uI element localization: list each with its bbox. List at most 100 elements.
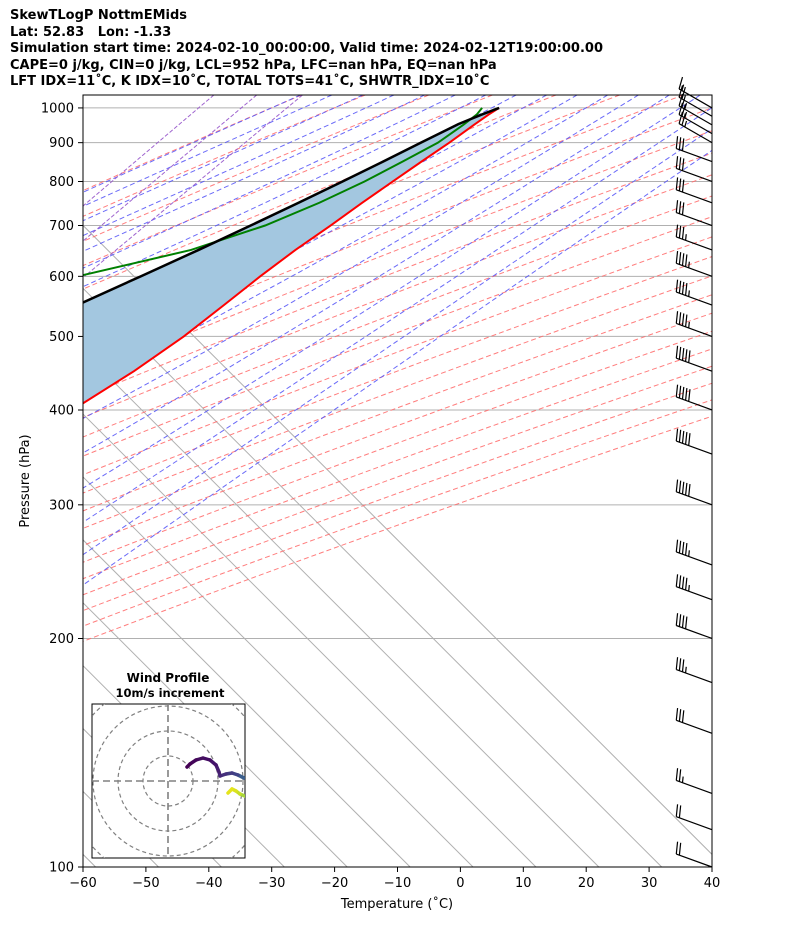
- wind-barb-flag: [681, 615, 685, 628]
- wind-barb-staff: [676, 719, 713, 734]
- wind-barb-staff: [676, 816, 713, 831]
- y-tick-label: 300: [49, 498, 74, 513]
- wind-barb-flag: [678, 76, 684, 90]
- wind-barb-half-flag: [681, 776, 684, 783]
- moist-adiabat: [83, 95, 701, 489]
- wind-barb-flag: [678, 614, 682, 627]
- isotherm-line: [83, 476, 474, 867]
- wind-barb-half-flag: [688, 261, 690, 268]
- wind-barb-flag: [681, 113, 686, 126]
- wind-barb-staff: [676, 779, 713, 795]
- y-tick-label: 100: [49, 861, 74, 876]
- moist-adiabat: [83, 95, 486, 288]
- wind-barb: [675, 613, 713, 640]
- wind-barb-flag: [678, 93, 684, 107]
- wind-barb: [675, 768, 713, 795]
- wind-barb: [675, 200, 713, 227]
- wind-barb-flag: [681, 430, 685, 444]
- wind-barb-flag: [678, 540, 682, 554]
- wind-barb-staff: [676, 322, 713, 337]
- x-tick-label: −30: [258, 876, 285, 891]
- y-tick-label: 500: [49, 330, 74, 345]
- chart-header: SkewTLogP NottmEMids Lat: 52.83 Lon: -1.…: [10, 8, 603, 91]
- dry-adiabat: [83, 152, 712, 398]
- wind-barb-half-flag: [681, 84, 685, 91]
- wind-barb-flag: [678, 658, 682, 671]
- wind-barb: [675, 177, 713, 204]
- wind-barb-half-flag: [684, 111, 688, 119]
- y-tick-label: 1000: [41, 101, 74, 116]
- wind-barb-flag: [675, 136, 679, 149]
- hodograph-trace: [185, 762, 192, 769]
- wind-barb: [675, 707, 713, 734]
- y-tick-label: 800: [49, 175, 74, 190]
- wind-barb: [678, 76, 713, 109]
- wind-barb-flag: [678, 201, 682, 214]
- wind-barb-flag: [681, 179, 685, 193]
- wind-barb: [675, 574, 713, 601]
- moist-adiabat: [83, 107, 712, 523]
- wind-barb-staff: [676, 291, 713, 306]
- dry-adiabat: [83, 216, 712, 457]
- wind-barb-flag: [684, 577, 688, 591]
- wind-barb-flag: [675, 384, 679, 398]
- wind-barb: [675, 384, 713, 411]
- wind-barb-flag: [684, 482, 688, 496]
- cape-cin-shading: [83, 107, 500, 404]
- wind-barb-staff: [676, 440, 713, 455]
- wind-barb-flag: [678, 252, 682, 265]
- wind-barb: [675, 479, 713, 506]
- wind-barb: [675, 428, 713, 455]
- wind-barb: [675, 345, 713, 372]
- wind-barb-flag: [681, 253, 685, 266]
- wind-barb-flag: [678, 157, 682, 170]
- wind-barb: [675, 841, 713, 868]
- wind-barb-staff: [676, 189, 713, 204]
- y-axis-label: Pressure (hPa): [18, 434, 33, 527]
- wind-barb-flag: [684, 388, 688, 401]
- wind-barb-flag: [681, 95, 686, 108]
- wind-barb-staff: [676, 586, 713, 601]
- wind-barb-flag: [681, 576, 685, 589]
- dry-adiabat: [83, 330, 712, 563]
- x-tick-label: 10: [515, 876, 532, 891]
- y-tick-label: 700: [49, 219, 74, 234]
- dewpoint-line: [83, 107, 483, 277]
- wind-barb: [675, 539, 713, 566]
- wind-barb: [675, 279, 713, 306]
- wind-barb-flag: [681, 104, 686, 117]
- parcel-line: [83, 106, 500, 304]
- wind-barb-flag: [678, 385, 682, 399]
- wind-barb: [675, 224, 713, 251]
- isotherm-line: [83, 853, 96, 867]
- wind-barb-flag: [675, 279, 679, 293]
- y-tick-label: 200: [49, 632, 74, 647]
- wind-barb-flag: [681, 541, 685, 555]
- wind-barb-flag: [675, 177, 679, 190]
- wind-barb-half-flag: [684, 120, 688, 128]
- wind-barb-flag: [675, 804, 679, 817]
- wind-barb: [675, 156, 713, 183]
- moist-adiabat: [83, 95, 395, 237]
- moist-adiabat: [83, 95, 364, 222]
- mixing-ratio-line: [84, 95, 303, 277]
- wind-barb-flag: [678, 575, 682, 588]
- wind-barb-flag: [681, 481, 685, 495]
- wind-barb-flag: [675, 613, 679, 626]
- wind-barb-flag: [684, 349, 688, 362]
- moist-adiabat: [83, 128, 712, 556]
- wind-barb-flag: [675, 345, 679, 359]
- x-axis-label: Temperature (˚C): [340, 896, 453, 912]
- wind-barb: [675, 250, 713, 277]
- wind-barb-flag: [681, 710, 685, 723]
- wind-barb-staff: [676, 262, 713, 277]
- wind-barb-staff: [676, 167, 713, 183]
- wind-barb-flag: [678, 429, 682, 443]
- wind-barb-flag: [678, 137, 682, 150]
- hodograph-title: Wind Profile: [127, 671, 210, 685]
- wind-barb-flag: [681, 202, 685, 215]
- wind-barb-flag: [678, 178, 682, 191]
- dry-adiabat: [83, 107, 712, 357]
- wind-barb-flag: [688, 389, 691, 402]
